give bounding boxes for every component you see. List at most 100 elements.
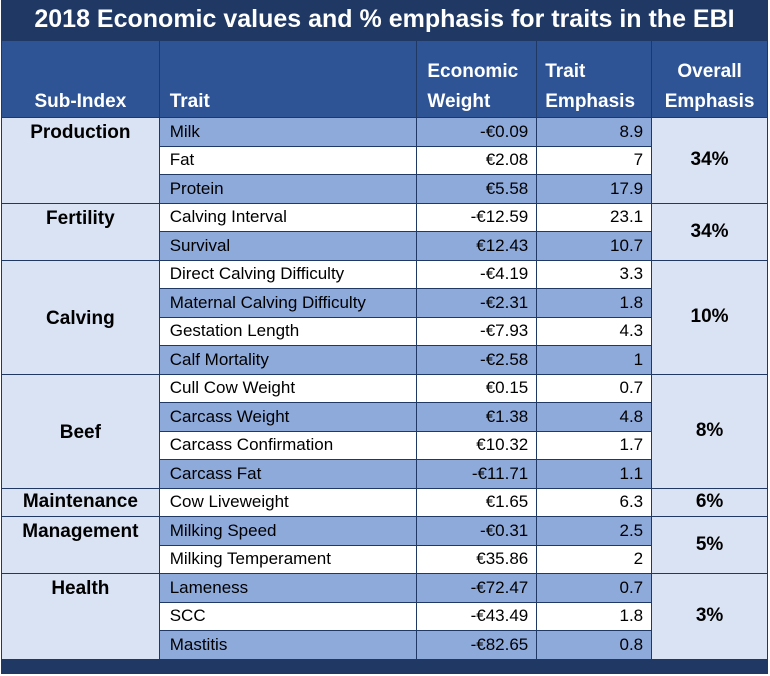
economic-weight-cell: €2.08 <box>416 145 538 175</box>
economic-weight-cell: €1.65 <box>416 487 538 517</box>
trait-cell: Milking Temperament <box>158 544 418 574</box>
table-row: Beef Cull Cow Weight €0.15 0.7 8% <box>1 373 768 489</box>
trait-cell: Protein <box>158 174 418 204</box>
economic-weight-cell: €35.86 <box>416 544 538 574</box>
trait-cell: Milk <box>158 117 418 147</box>
trait-emphasis-cell: 1 <box>536 345 653 375</box>
economic-weight-cell: €1.38 <box>416 402 538 432</box>
table-row: Fat €2.08 7 <box>2 145 768 175</box>
header-economic-weight: Economic Weight <box>416 40 538 118</box>
economic-weight-cell: -€7.93 <box>416 316 538 346</box>
trait-emphasis-cell: 6.3 <box>536 487 653 517</box>
economic-weight-cell: -€2.31 <box>416 288 538 318</box>
trait-emphasis-cell: 1.8 <box>536 288 653 318</box>
table-title: 2018 Economic values and % emphasis for … <box>34 5 735 33</box>
table-row: Production Milk -€0.09 8.9 34% <box>1 117 768 204</box>
sub-index-cell: Beef <box>1 373 160 489</box>
header-emphasis-line2: Emphasis <box>545 91 636 112</box>
table-row: Mastitis -€82.65 0.8 <box>2 630 768 660</box>
header-trait-emphasis: Trait Emphasis <box>536 40 653 118</box>
trait-emphasis-cell: 23.1 <box>536 202 653 232</box>
economic-weight-cell: €10.32 <box>416 430 538 460</box>
header-overall-line2: Emphasis <box>664 91 755 112</box>
trait-cell: Carcass Confirmation <box>158 430 418 460</box>
overall-emphasis-cell: 3% <box>651 573 768 660</box>
header-economic-line1: Economic <box>427 61 519 82</box>
economic-weight-cell: -€43.49 <box>416 601 538 631</box>
trait-emphasis-cell: 3.3 <box>536 259 653 289</box>
economic-weight-cell: -€0.31 <box>416 516 538 546</box>
overall-emphasis-cell: 34% <box>651 117 768 204</box>
sub-index-cell: Fertility <box>1 202 160 261</box>
header-overall-line1: Overall <box>677 61 742 82</box>
economic-weight-cell: -€2.58 <box>416 345 538 375</box>
overall-emphasis-cell: 8% <box>651 373 768 489</box>
economic-weight-cell: -€11.71 <box>416 459 538 489</box>
table-row: Protein €5.58 17.9 <box>2 174 768 204</box>
sub-index-cell: Production <box>1 117 160 204</box>
trait-emphasis-cell: 1.1 <box>536 459 653 489</box>
trait-cell: Fat <box>158 145 418 175</box>
trait-cell: Direct Calving Difficulty <box>158 259 418 289</box>
table-row: Maintenance Cow Liveweight €1.65 6.3 6% <box>1 487 768 517</box>
economic-weight-cell: €0.15 <box>416 373 538 403</box>
sub-index-cell: Maintenance <box>1 487 160 517</box>
trait-emphasis-cell: 7 <box>536 145 653 175</box>
table-row: Carcass Confirmation €10.32 1.7 <box>2 430 768 460</box>
economic-weight-cell: -€12.59 <box>416 202 538 232</box>
economic-weight-cell: €12.43 <box>416 231 538 261</box>
table-row: Calf Mortality -€2.58 1 <box>2 345 768 375</box>
trait-cell: Mastitis <box>158 630 418 660</box>
trait-cell: Lameness <box>158 573 418 603</box>
trait-emphasis-cell: 8.9 <box>536 117 653 147</box>
table-row: Health Lameness -€72.47 0.7 3% <box>1 573 768 660</box>
table-row: Calving Direct Calving Difficulty -€4.19 3.… <box>1 259 768 375</box>
trait-emphasis-cell: 1.7 <box>536 430 653 460</box>
header-row: Sub-Index Trait Economic Weight Trait Emph… <box>1 40 768 118</box>
trait-cell: Survival <box>158 231 418 261</box>
trait-cell: Carcass Fat <box>158 459 418 489</box>
trait-emphasis-cell: 2 <box>536 544 653 574</box>
economic-weight-cell: €5.58 <box>416 174 538 204</box>
trait-cell: Maternal Calving Difficulty <box>158 288 418 318</box>
economic-weight-cell: -€0.09 <box>416 117 538 147</box>
table-row: SCC -€43.49 1.8 <box>2 601 768 631</box>
trait-cell: Carcass Weight <box>158 402 418 432</box>
economic-weight-cell: -€82.65 <box>416 630 538 660</box>
trait-cell: Gestation Length <box>158 316 418 346</box>
trait-emphasis-cell: 4.8 <box>536 402 653 432</box>
trait-cell: SCC <box>158 601 418 631</box>
header-sub-index: Sub-Index <box>1 40 160 118</box>
header-trait: Trait <box>158 40 418 118</box>
header-overall-emphasis: Overall Emphasis <box>651 40 768 118</box>
header-emphasis-line1: Trait <box>545 61 586 82</box>
overall-emphasis-cell: 6% <box>651 487 768 517</box>
header-economic-line2: Weight <box>427 91 491 112</box>
trait-emphasis-cell: 0.7 <box>536 373 653 403</box>
overall-emphasis-cell: 5% <box>651 516 768 574</box>
trait-cell: Calving Interval <box>158 202 418 232</box>
table-body: Production Milk -€0.09 8.9 34% Fat €2.08 7 Prote… <box>1 117 768 660</box>
economic-weight-cell: -€4.19 <box>416 259 538 289</box>
trait-cell: Calf Mortality <box>158 345 418 375</box>
overall-emphasis-cell: 34% <box>651 202 768 261</box>
trait-emphasis-cell: 17.9 <box>536 174 653 204</box>
economic-weight-cell: -€72.47 <box>416 573 538 603</box>
trait-emphasis-cell: 10.7 <box>536 231 653 261</box>
trait-cell: Cull Cow Weight <box>158 373 418 403</box>
overall-emphasis-cell: 10% <box>651 259 768 375</box>
trait-emphasis-cell: 4.3 <box>536 316 653 346</box>
trait-cell: Milking Speed <box>158 516 418 546</box>
sub-index-cell: Management <box>1 516 160 574</box>
trait-emphasis-cell: 0.8 <box>536 630 653 660</box>
trait-cell: Cow Liveweight <box>158 487 418 517</box>
trait-emphasis-cell: 0.7 <box>536 573 653 603</box>
sub-index-cell: Calving <box>1 259 160 375</box>
table-row: Management Milking Speed -€0.31 2.5 5% <box>1 516 768 574</box>
table-row: Fertility Calving Interval -€12.59 23.1 34% <box>1 202 768 261</box>
sub-index-cell: Health <box>1 573 160 660</box>
table-row: Carcass Weight €1.38 4.8 <box>2 402 768 432</box>
trait-emphasis-cell: 1.8 <box>536 601 653 631</box>
table-row: Carcass Fat -€11.71 1.1 <box>2 459 768 489</box>
